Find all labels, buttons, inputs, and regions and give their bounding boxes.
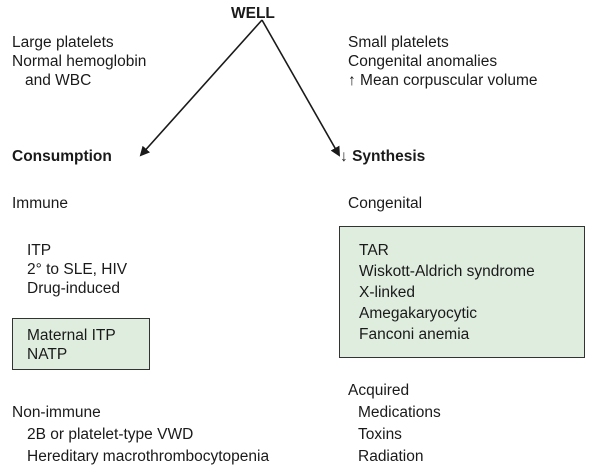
- left-feature-3: and WBC: [25, 72, 92, 89]
- right-feature-1: Small platelets: [348, 34, 449, 51]
- immune-label: Immune: [12, 195, 68, 212]
- congenital-item-amegakaryocytic: Amegakaryocytic: [359, 305, 478, 322]
- arrow-to-consumption: [139, 19, 263, 157]
- nonimmune-item-vwd: 2B or platelet-type VWD: [27, 426, 194, 443]
- congenital-label: Congenital: [348, 195, 423, 212]
- maternal-itp: Maternal ITP: [27, 327, 116, 344]
- natp: NATP: [27, 346, 68, 363]
- decrease-arrow-icon: ↓: [340, 148, 348, 165]
- nonimmune-label: Non-immune: [12, 404, 101, 421]
- acquired-item-medications: Medications: [358, 404, 441, 421]
- acquired-item-toxins: Toxins: [358, 426, 402, 443]
- congenital-box: TAR Wiskott-Aldrich syndrome X-linked Am…: [339, 226, 585, 358]
- immune-item-sle-hiv: 2° to SLE, HIV: [27, 261, 128, 278]
- congenital-item-wiskott-aldrich: Wiskott-Aldrich syndrome: [359, 263, 535, 280]
- right-feature-3: ↑ Mean corpuscular volume: [348, 72, 538, 89]
- left-feature-2: Normal hemoglobin: [12, 53, 147, 70]
- congenital-item-fanconi: Fanconi anemia: [359, 326, 470, 343]
- maternal-box: Maternal ITP NATP: [12, 318, 150, 370]
- arrow-to-synthesis: [261, 19, 340, 157]
- immune-item-itp: ITP: [27, 242, 52, 259]
- left-feature-1: Large platelets: [12, 34, 114, 51]
- congenital-item-x-linked: X-linked: [359, 284, 415, 301]
- heading-synthesis: ↓ Synthesis: [340, 147, 425, 166]
- nonimmune-item-macrothrombocytopenia: Hereditary macrothrombocytopenia: [27, 448, 270, 465]
- heading-consumption: Consumption: [12, 148, 112, 165]
- heading-synthesis-label: Synthesis: [352, 148, 426, 165]
- congenital-item-tar: TAR: [359, 242, 389, 259]
- acquired-item-radiation: Radiation: [358, 448, 424, 465]
- acquired-label: Acquired: [348, 382, 410, 399]
- immune-item-drug-induced: Drug-induced: [27, 280, 121, 297]
- right-feature-2: Congenital anomalies: [348, 53, 498, 70]
- root-node-well: WELL: [231, 5, 275, 22]
